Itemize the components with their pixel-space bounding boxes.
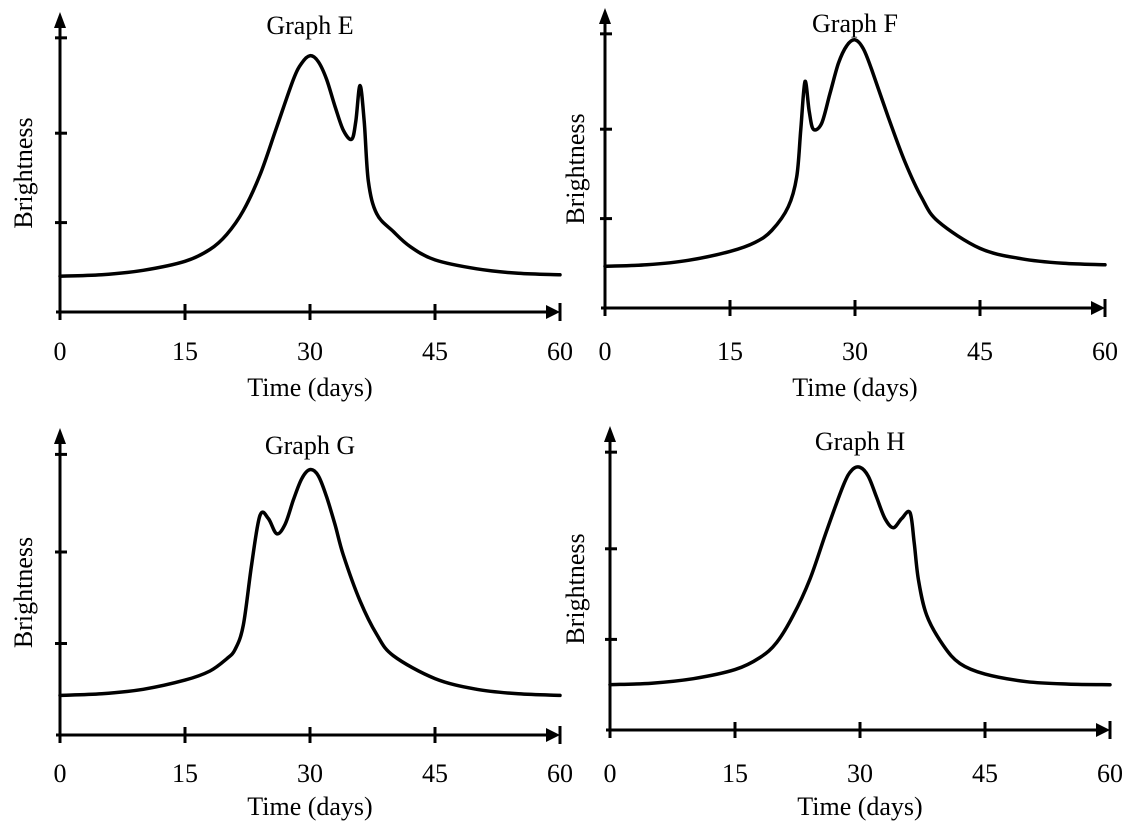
x-tick-label: 60 — [547, 759, 573, 788]
x-axis-arrow — [546, 305, 560, 319]
x-tick-label: 30 — [297, 337, 323, 366]
graph-panel-3: Graph G 0 15 30 45 60 Time (days) Brightness — [9, 428, 573, 821]
graph-title: Graph G — [265, 431, 355, 460]
x-tick-label: 45 — [972, 759, 998, 788]
graph-panel-4: Graph H 0 15 30 45 60 Time (days) Brightness — [561, 426, 1123, 821]
x-tick-label: 30 — [847, 759, 873, 788]
y-axis-label: Brightness — [9, 117, 38, 228]
graph-title: Graph F — [812, 9, 898, 38]
y-axis-label: Brightness — [561, 533, 590, 644]
x-axis-arrow — [1096, 723, 1110, 737]
x-tick-label: 0 — [604, 759, 617, 788]
x-tick-label: 30 — [297, 759, 323, 788]
x-tick-label: 15 — [172, 337, 198, 366]
graph-panel-2: Graph F 0 15 30 45 60 Time (days) Brightness — [561, 8, 1118, 402]
y-axis-label: Brightness — [9, 537, 38, 648]
y-axis-arrow — [54, 12, 66, 28]
x-tick-label: 60 — [1097, 759, 1123, 788]
graph-panel-1: Graph E 0 15 30 45 60 Time (days) Brightness — [9, 11, 573, 402]
x-tick-label: 0 — [54, 759, 67, 788]
x-tick-label: 15 — [722, 759, 748, 788]
x-axis-arrow — [1091, 301, 1105, 315]
graph-title: Graph E — [266, 11, 353, 40]
x-tick-label: 60 — [547, 337, 573, 366]
brightness-curve — [58, 53, 562, 278]
x-tick-label: 0 — [599, 337, 612, 366]
x-axis-label: Time (days) — [797, 792, 922, 821]
x-tick-label: 15 — [717, 337, 743, 366]
y-axis-arrow — [599, 8, 611, 24]
y-axis-label: Brightness — [561, 113, 590, 224]
graph-title: Graph H — [815, 427, 905, 456]
brightness-curve — [603, 38, 1107, 269]
x-axis-arrow — [546, 728, 560, 742]
x-tick-label: 0 — [54, 337, 67, 366]
x-tick-label: 45 — [422, 337, 448, 366]
x-tick-label: 15 — [172, 759, 198, 788]
y-axis-arrow — [604, 426, 616, 442]
brightness-curve — [608, 465, 1112, 687]
x-tick-label: 60 — [1092, 337, 1118, 366]
x-axis-label: Time (days) — [247, 373, 372, 402]
x-tick-label: 30 — [842, 337, 868, 366]
x-tick-label: 45 — [422, 759, 448, 788]
x-tick-label: 45 — [967, 337, 993, 366]
x-axis-label: Time (days) — [792, 373, 917, 402]
y-axis-arrow — [54, 428, 66, 444]
brightness-curve — [58, 467, 562, 698]
x-axis-label: Time (days) — [247, 792, 372, 821]
